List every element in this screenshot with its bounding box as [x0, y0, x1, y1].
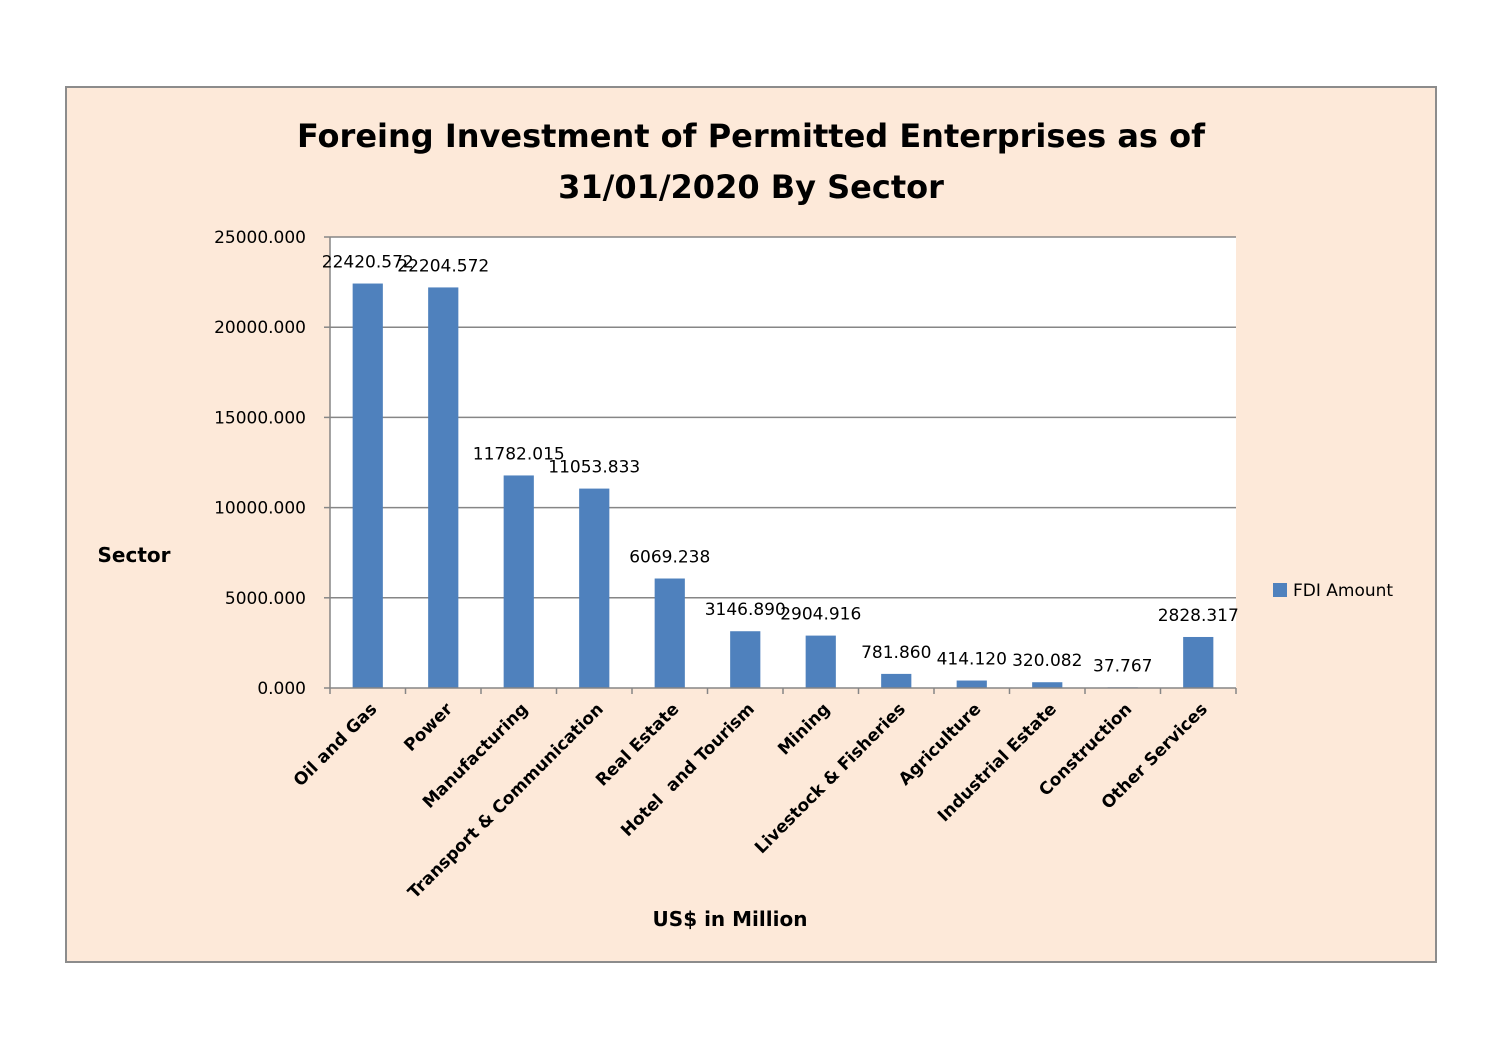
y-tick-label: 5000.000 — [225, 589, 306, 609]
chart-frame — [65, 86, 1437, 963]
data-label: 11782.015 — [473, 444, 565, 464]
y-axis-title: Sector — [98, 543, 171, 567]
bar — [1183, 636, 1214, 688]
y-tick-label: 10000.000 — [214, 499, 306, 519]
data-label: 22204.572 — [397, 256, 489, 276]
data-label: 37.767 — [1093, 656, 1152, 676]
data-label: 414.120 — [937, 650, 1007, 670]
data-label: 781.860 — [861, 643, 931, 663]
chart-title-line-2: 31/01/2020 By Sector — [558, 168, 944, 206]
axes — [324, 236, 1237, 694]
data-label: 2828.317 — [1158, 606, 1239, 626]
plot-area-background — [330, 237, 1236, 688]
gridlines — [330, 236, 1236, 599]
legend-label: FDI Amount — [1293, 581, 1393, 601]
bar — [881, 673, 912, 688]
bars — [352, 283, 1214, 688]
y-tick-label: 25000.000 — [214, 228, 306, 248]
x-axis-title: US$ in Million — [653, 907, 808, 931]
y-tick-label: 15000.000 — [214, 408, 306, 428]
data-label: 320.082 — [1012, 651, 1082, 671]
bar — [352, 283, 383, 688]
bar — [428, 287, 459, 688]
data-label: 6069.238 — [629, 548, 710, 568]
data-label: 2904.916 — [780, 605, 861, 625]
bar — [503, 475, 534, 688]
bar — [730, 631, 761, 688]
bar — [579, 488, 610, 688]
data-label: 3146.890 — [705, 600, 786, 620]
y-tick-label: 20000.000 — [214, 318, 306, 338]
y-tick-labels: 0.000 5000.000 10000.000 15000.000 20000.000… — [214, 228, 306, 699]
chart-title-line-1: Foreing Investment of Permitted Enterpri… — [297, 117, 1206, 155]
data-label: 22420.572 — [322, 253, 414, 273]
bar — [956, 680, 987, 688]
bar — [1032, 682, 1063, 688]
bar — [805, 635, 836, 688]
legend-swatch — [1273, 583, 1287, 597]
y-tick-label: 0.000 — [257, 679, 306, 699]
data-label: 11053.833 — [548, 458, 640, 478]
bar — [654, 578, 685, 688]
